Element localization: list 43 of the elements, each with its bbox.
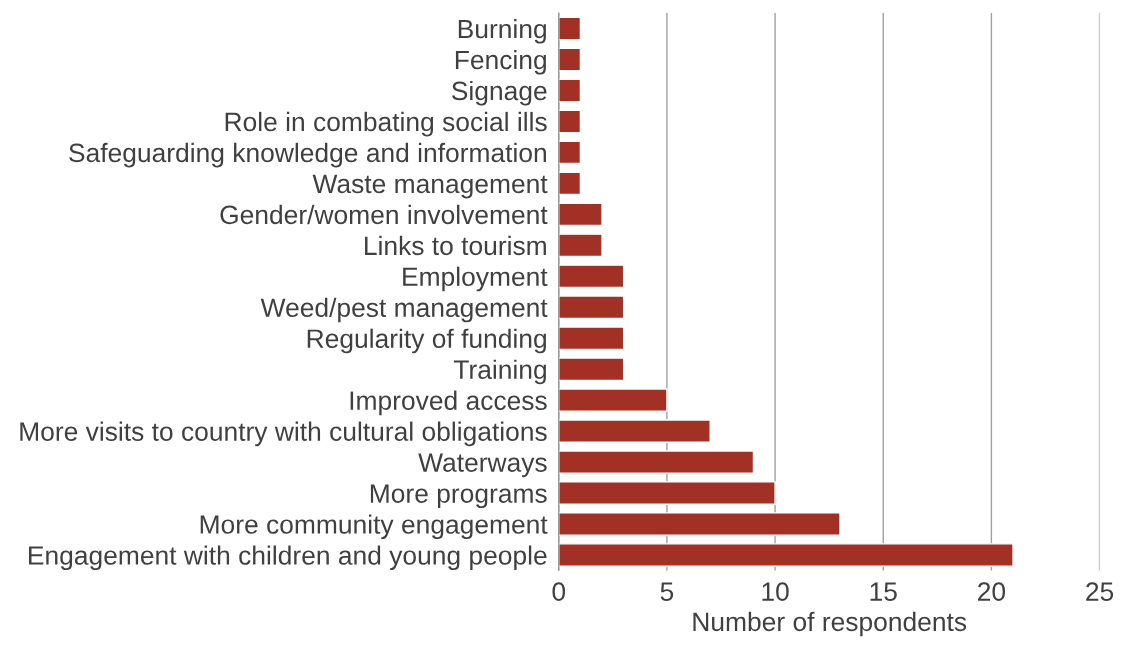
y-tick-label: Engagement with children and young people (29, 545, 547, 571)
bar (558, 543, 1014, 567)
x-tick-label: 20 (978, 582, 1006, 601)
y-tick-label: Fencing (455, 49, 546, 75)
y-tick-label: Waterways (418, 453, 547, 478)
y-tick-label: Employment (403, 266, 548, 292)
y-tick-label: Safeguarding knowledge and information (69, 142, 546, 168)
y-tick-label: Weed/pest management (260, 297, 548, 323)
y-tick-label: Links to tourism (365, 235, 546, 256)
bar (558, 233, 603, 258)
x-tick-label: 25 (1086, 582, 1114, 601)
bar (558, 16, 582, 41)
y-tick-label: Regularity of funding (307, 328, 546, 354)
y-tick-label: Improved access (350, 390, 547, 416)
bar (558, 419, 711, 443)
y-tick-label: Burning (458, 18, 546, 44)
bar (558, 264, 625, 289)
bar (558, 171, 582, 196)
x-tick-label: 5 (660, 582, 674, 601)
y-tick-label: More programs (370, 484, 547, 509)
y-tick-label: Training (453, 359, 546, 385)
bar (558, 47, 582, 72)
x-tick-label: 15 (870, 582, 897, 601)
bar (558, 109, 582, 134)
bar (558, 202, 603, 227)
x-tick-label: 10 (762, 582, 789, 601)
bar (558, 481, 776, 505)
bar (558, 326, 625, 351)
y-tick-label: Waste management (312, 174, 548, 199)
y-tick-label: More community engagement (200, 514, 548, 540)
y-tick-label: Role in combating social ills (225, 111, 547, 137)
x-tick-label: 0 (552, 582, 566, 601)
bar (558, 357, 625, 382)
y-tick-label: More visits to country with cultural obligations (20, 421, 547, 447)
bar (558, 78, 582, 103)
bar (558, 295, 625, 320)
x-axis-title: Number of respondents (693, 611, 967, 637)
y-tick-label: Gender/women involvement (220, 204, 548, 225)
bar (558, 512, 841, 536)
bar (558, 388, 668, 413)
bar (558, 140, 582, 165)
bar (558, 450, 755, 474)
y-tick-label: Signage (452, 80, 547, 106)
